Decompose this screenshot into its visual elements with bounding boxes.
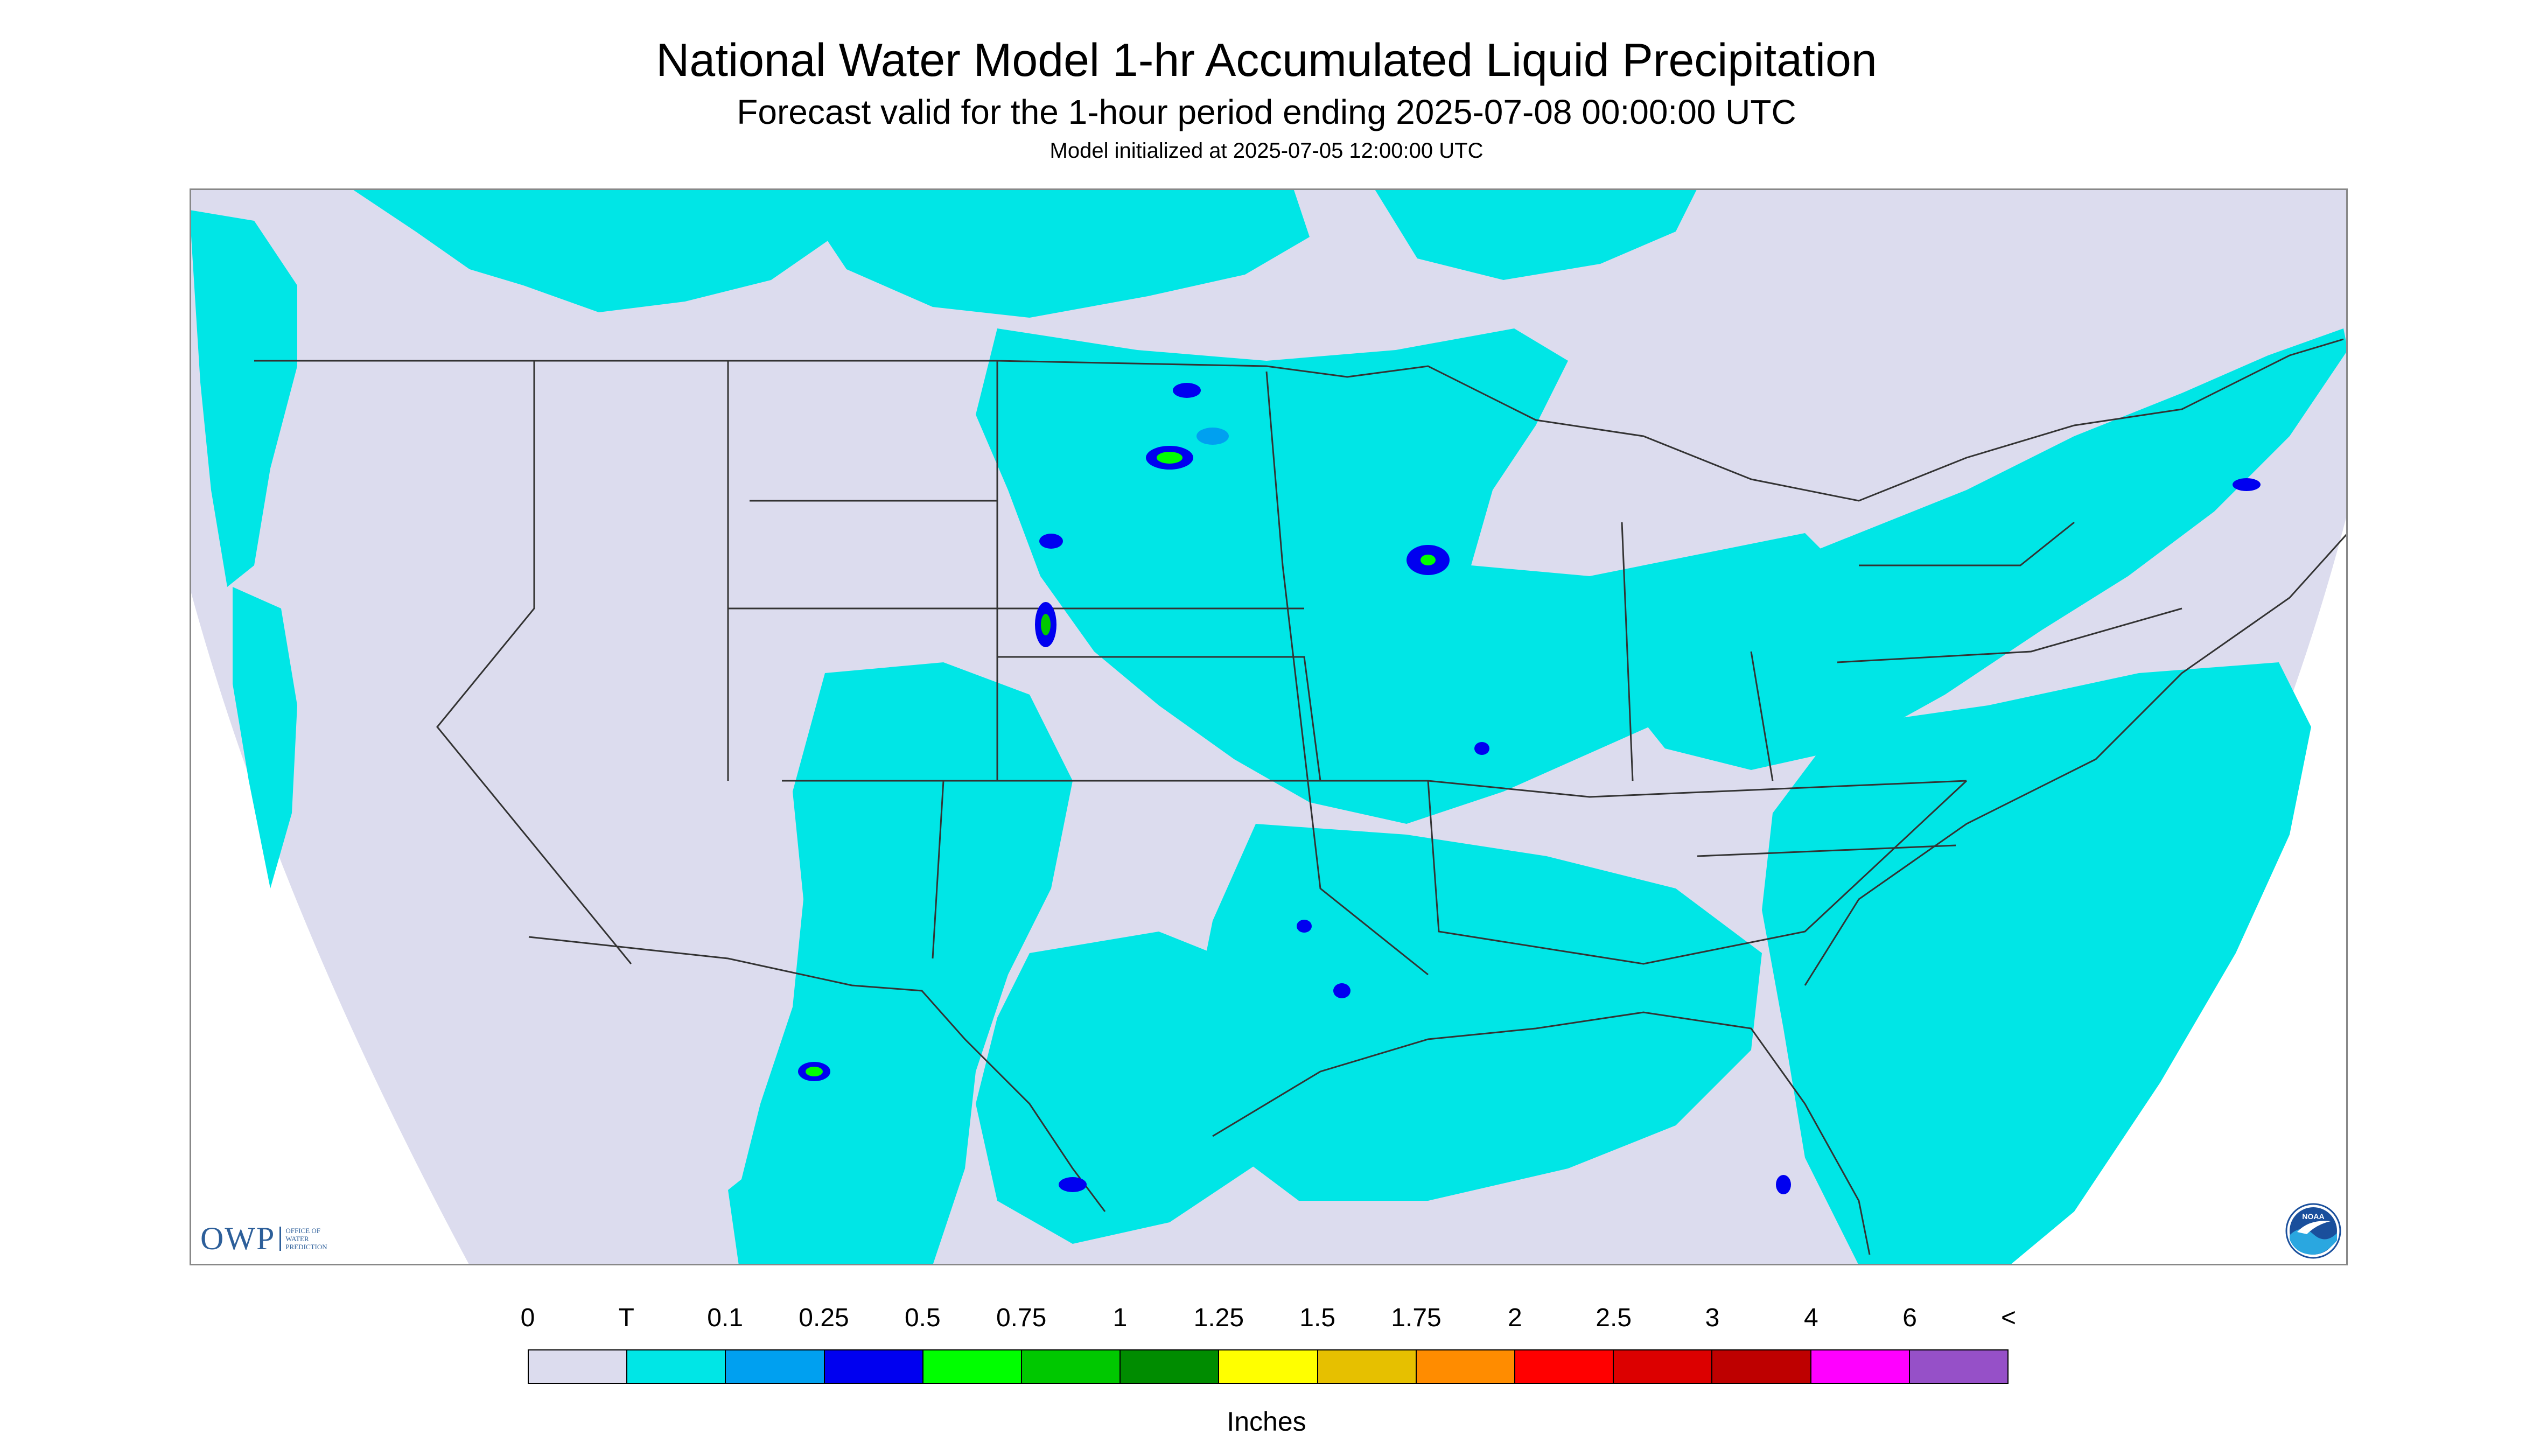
legend-swatch — [1515, 1350, 1614, 1383]
noaa-logo-text: NOAA — [2302, 1212, 2324, 1221]
precip-cell-mex — [1059, 1177, 1087, 1192]
precip-area-canada-west — [351, 188, 863, 312]
state-line-14 — [1697, 844, 1956, 857]
precipitation-map — [190, 188, 2348, 1265]
precip-cell-nd-3 — [1196, 428, 1229, 445]
legend-swatch — [1219, 1350, 1318, 1383]
legend-label: 0.5 — [904, 1304, 941, 1332]
legend-swatch — [726, 1350, 825, 1383]
precip-area-atlantic — [1762, 662, 2311, 1265]
legend-swatch — [1811, 1350, 1910, 1383]
owp-logo-mark: OWP — [200, 1221, 276, 1256]
map-title: National Water Model 1-hr Accumulated Li… — [656, 34, 1877, 86]
legend-label: 0.75 — [996, 1304, 1047, 1332]
legend-label: 2.5 — [1596, 1304, 1632, 1332]
precip-area-texas — [976, 932, 1310, 1244]
legend-swatch — [529, 1350, 628, 1383]
legend-swatch — [1022, 1350, 1121, 1383]
state-line-6 — [782, 780, 1967, 798]
state-line-1 — [436, 361, 632, 964]
legend-label: 0 — [520, 1304, 535, 1332]
us-mexico-border — [528, 936, 1106, 1212]
legend-label: 6 — [1902, 1304, 1918, 1332]
precip-area-ca-coast — [233, 587, 297, 888]
precip-cell-il — [1474, 742, 1489, 755]
precip-area-canada-central — [793, 188, 1310, 318]
state-line-13 — [1837, 607, 2182, 663]
state-line-12 — [1859, 521, 2075, 566]
legend-label: T — [618, 1304, 634, 1332]
light-precip-areas — [190, 188, 2348, 1265]
state-borders — [254, 338, 2348, 1255]
legend-label: 0.1 — [707, 1304, 744, 1332]
precip-cell-az-core — [806, 1067, 823, 1076]
legend-swatch — [1909, 1350, 2008, 1383]
precip-area-mexico-coast — [728, 1147, 846, 1265]
noaa-logo-wave — [2290, 1229, 2337, 1255]
legend-labels: 0 T 0.1 0.25 0.5 0.75 1 1.25 1.5 1.75 2 2.5 3 4 6 < — [0, 1302, 2533, 1340]
state-line-7 — [997, 656, 1321, 781]
legend-label: < — [2000, 1304, 2017, 1332]
precip-cell-la-1 — [1333, 983, 1351, 998]
legend-swatch — [1416, 1350, 1516, 1383]
precip-cell-sd-core — [1041, 614, 1051, 635]
legend-swatch — [1712, 1350, 1811, 1383]
legend-label: 3 — [1705, 1304, 1720, 1332]
precip-cell-la-2 — [1297, 920, 1312, 933]
precip-area-southwest — [739, 662, 1073, 1265]
forecast-valid-subtitle: Forecast valid for the 1-hour period end… — [737, 93, 1796, 131]
model-initialized-note: Model initialized at 2025-07-05 12:00:00… — [1049, 139, 1484, 163]
legend-label: 1 — [1112, 1304, 1128, 1332]
legend-label: 4 — [1803, 1304, 1818, 1332]
noaa-logo: NOAA — [2285, 1203, 2341, 1259]
precip-area-ontario — [1374, 188, 1697, 280]
owp-logo: OWP Office of Water Prediction — [200, 1222, 345, 1255]
precip-cell-ny — [2233, 478, 2261, 491]
precip-cell-wi-core — [1421, 555, 1436, 565]
legend-label: 0.25 — [799, 1304, 849, 1332]
state-line-10 — [1621, 522, 1634, 781]
state-line-9 — [1427, 780, 1968, 965]
legend-swatch — [1121, 1350, 1220, 1383]
precip-area-northeast — [1622, 328, 2348, 770]
coastline-gulf — [1212, 1011, 1871, 1255]
precip-cell-mt — [1039, 534, 1063, 549]
coastline-atlantic — [1804, 532, 2348, 986]
noaa-logo-bird — [2297, 1221, 2331, 1234]
map-border — [190, 188, 2348, 1265]
legend-label: 1.75 — [1391, 1304, 1442, 1332]
us-canada-border — [254, 338, 2344, 502]
legend-swatch — [627, 1350, 726, 1383]
legend-label: 2 — [1507, 1304, 1522, 1332]
precip-area-gulf — [1191, 824, 1762, 1201]
owp-logo-text: Office of Water Prediction — [279, 1226, 345, 1251]
precip-area-pnw — [190, 210, 297, 587]
legend-swatch — [923, 1350, 1023, 1383]
state-line-8 — [1265, 371, 1429, 976]
heavy-precip-cells — [798, 383, 2261, 1194]
legend-label: 1.5 — [1299, 1304, 1336, 1332]
legend-swatch — [1318, 1350, 1417, 1383]
legend-label: 1.25 — [1193, 1304, 1244, 1332]
legend-swatch — [1614, 1350, 1713, 1383]
state-line-11 — [1750, 651, 1774, 781]
precip-cell-nd-core — [1157, 452, 1182, 464]
legend-color-bar — [528, 1349, 2009, 1384]
precip-cell-nd-2 — [1173, 383, 1201, 398]
legend-swatch — [824, 1350, 923, 1383]
legend-units: Inches — [1227, 1406, 1306, 1437]
precip-cell-fl — [1776, 1175, 1791, 1194]
